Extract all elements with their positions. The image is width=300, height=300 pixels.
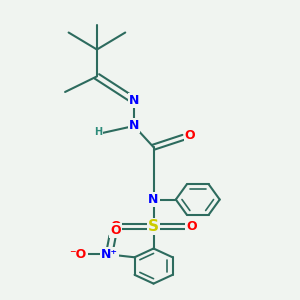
Text: O: O [185,129,195,142]
Text: N⁺: N⁺ [100,248,118,261]
Text: N: N [129,119,139,132]
Text: O: O [110,224,121,238]
Text: N: N [148,193,159,206]
Text: N: N [129,94,139,107]
Text: O: O [186,220,197,233]
Text: O: O [110,220,121,233]
Text: H: H [94,127,102,136]
Text: ⁻O: ⁻O [70,248,87,261]
Text: S: S [148,219,159,234]
